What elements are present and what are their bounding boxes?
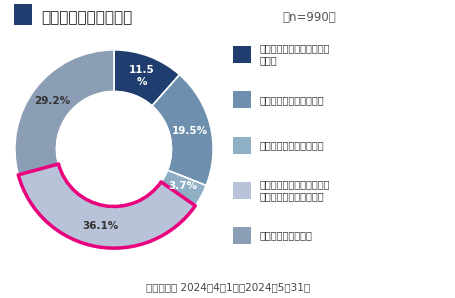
Wedge shape bbox=[114, 50, 179, 106]
Text: 11.5
%: 11.5 % bbox=[128, 65, 154, 86]
Circle shape bbox=[56, 91, 171, 207]
Text: 男性、女性ともに取得事例
がある: 男性、女性ともに取得事例 がある bbox=[259, 43, 330, 66]
Text: 育児休暇制度がない: 育児休暇制度がない bbox=[259, 231, 312, 240]
Wedge shape bbox=[152, 74, 212, 185]
Wedge shape bbox=[161, 170, 206, 206]
Bar bbox=[232, 182, 250, 199]
Text: 女性のみ取得事例がある: 女性のみ取得事例がある bbox=[259, 95, 324, 105]
Text: 36.1%: 36.1% bbox=[82, 221, 118, 231]
Bar bbox=[232, 46, 250, 63]
Text: 3.7%: 3.7% bbox=[168, 181, 197, 191]
Text: 調査期間： 2024年4月1日～2024年5月31日: 調査期間： 2024年4月1日～2024年5月31日 bbox=[146, 282, 309, 292]
Wedge shape bbox=[15, 50, 114, 175]
Bar bbox=[232, 91, 250, 108]
Text: 19.5%: 19.5% bbox=[172, 126, 208, 136]
Text: 育児・介護休業の取得: 育児・介護休業の取得 bbox=[41, 10, 132, 25]
Wedge shape bbox=[18, 164, 195, 248]
Bar bbox=[232, 227, 250, 244]
Text: 29.2%: 29.2% bbox=[34, 96, 70, 106]
Bar bbox=[14, 4, 32, 25]
Text: （n=990）: （n=990） bbox=[282, 11, 336, 24]
Text: 男性のみ取得事例がある: 男性のみ取得事例がある bbox=[259, 140, 324, 150]
Text: 育児休暇制度はあるが、男
女ともに取得事例はない: 育児休暇制度はあるが、男 女ともに取得事例はない bbox=[259, 179, 330, 201]
Bar bbox=[232, 136, 250, 153]
